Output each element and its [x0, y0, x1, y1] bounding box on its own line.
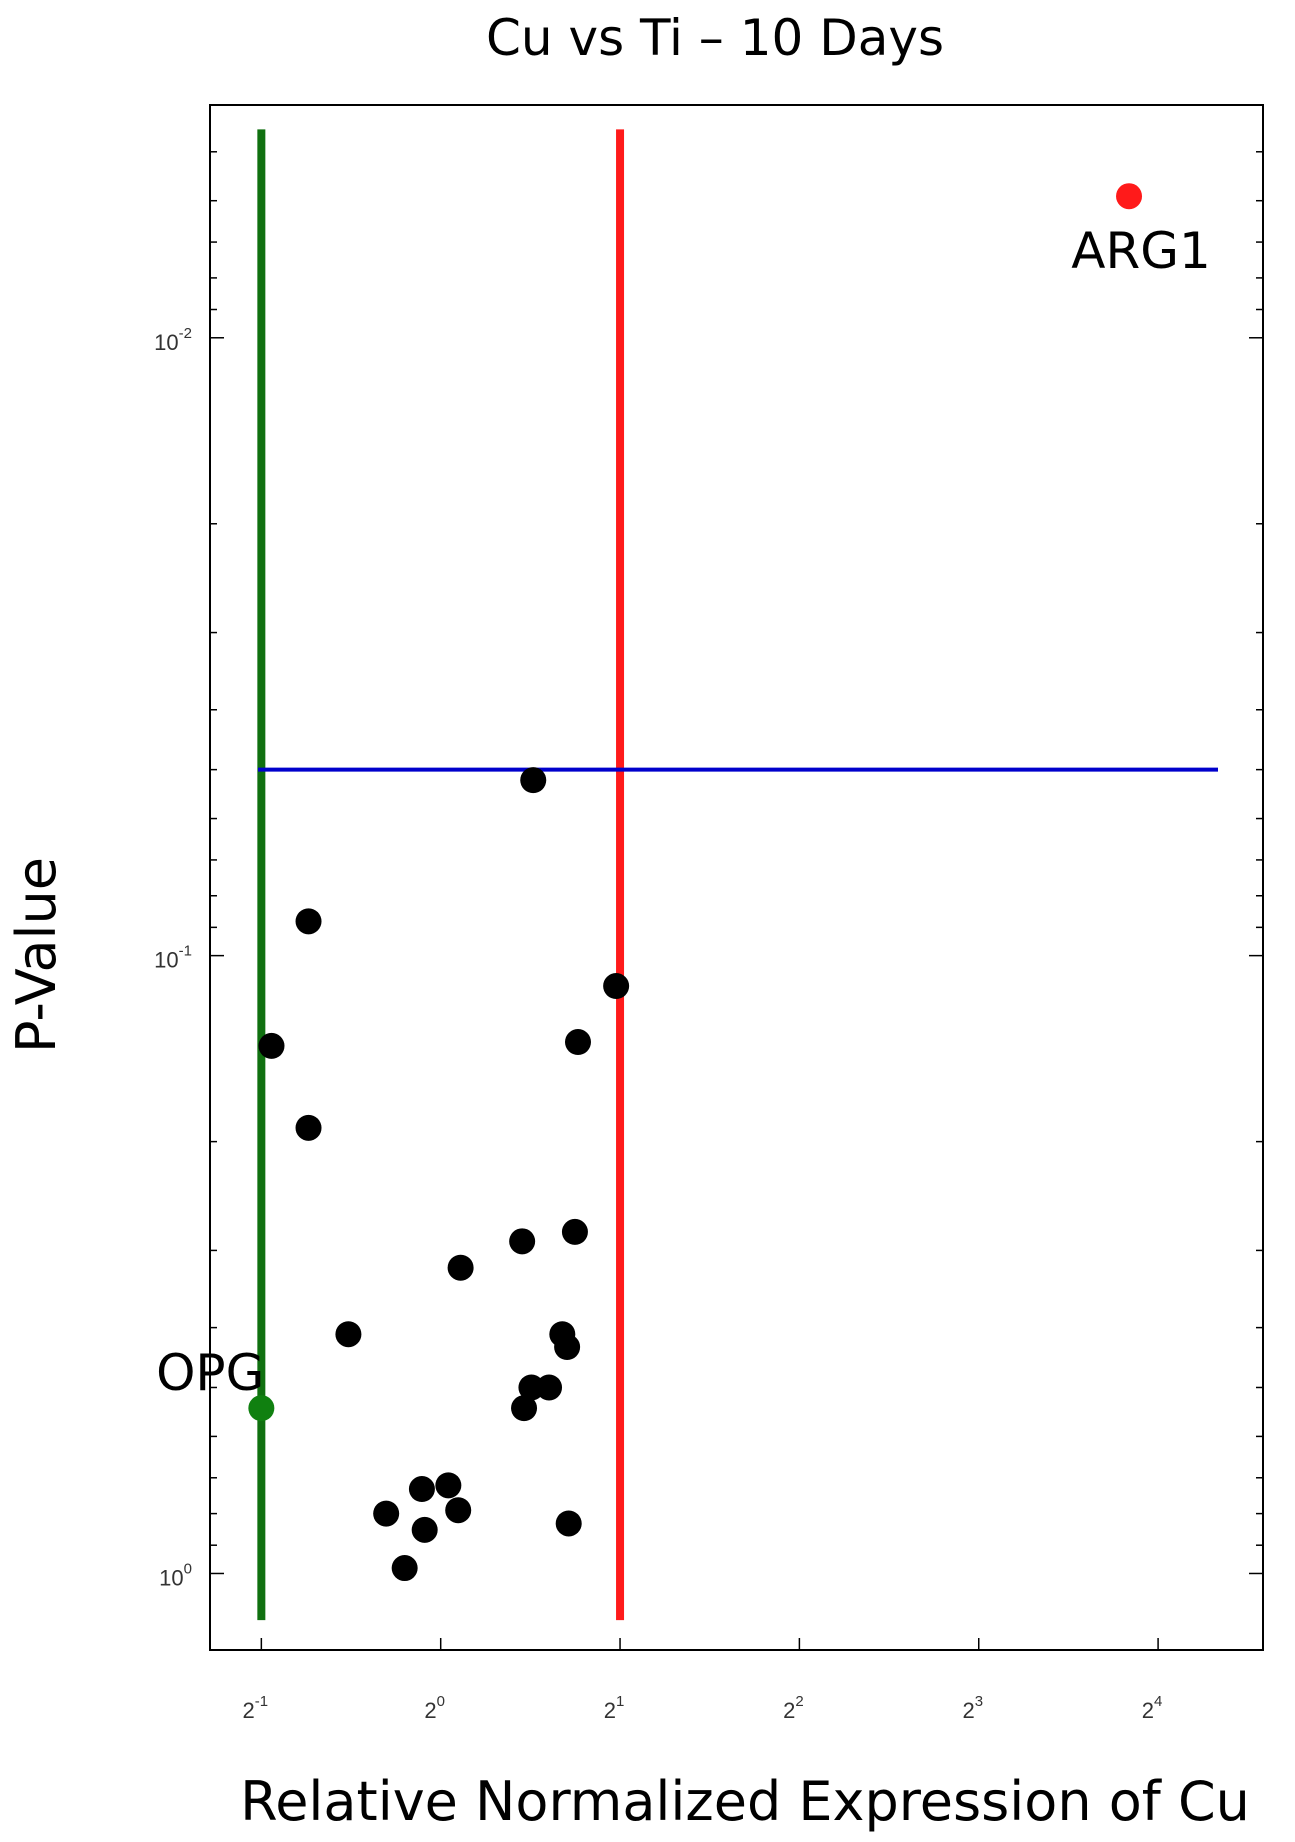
data-point [408, 1476, 435, 1503]
data-point [435, 1472, 462, 1499]
data-point [561, 1218, 588, 1245]
point-label-opg: OPG [156, 1344, 264, 1402]
y-tick-label: 100 [159, 1560, 192, 1590]
y-axis-label: P-Value [5, 857, 68, 1053]
x-tick-label: 22 [783, 1693, 804, 1723]
data-point [447, 1254, 474, 1281]
x-tick-label: 24 [1142, 1693, 1163, 1723]
x-tick-label: 21 [604, 1693, 625, 1723]
data-point [335, 1321, 362, 1348]
y-axis-ticks: 10-2 10-1 100 [154, 325, 192, 1591]
data-point [603, 973, 630, 1000]
data-point [411, 1516, 438, 1543]
data-point [445, 1497, 472, 1524]
data-point [554, 1334, 581, 1361]
data-point [295, 1114, 322, 1141]
data-point [373, 1500, 400, 1527]
data-point [536, 1374, 563, 1401]
data-point-opg [248, 1395, 275, 1422]
x-axis-ticks: 2-1 20 21 22 23 24 [243, 1693, 1163, 1723]
data-point [520, 767, 547, 794]
x-tick-label: 20 [424, 1693, 445, 1723]
data-point [391, 1555, 418, 1582]
threshold-lines [257, 129, 1218, 1621]
y-tick-label: 10-1 [154, 943, 192, 973]
minor-ticks [210, 151, 1263, 1650]
y-tick-label: 10-2 [154, 325, 192, 355]
data-point [509, 1228, 536, 1255]
data-points [248, 183, 1143, 1582]
data-point [564, 1029, 591, 1056]
data-point [511, 1395, 538, 1422]
point-labels: ARG1 OPG [156, 222, 1211, 1402]
data-point-arg1 [1116, 183, 1143, 210]
chart-title: Cu vs Ti – 10 Days [486, 9, 944, 67]
plot-frame [209, 104, 1264, 1651]
data-point [258, 1032, 285, 1059]
x-tick-label: 2-1 [243, 1693, 269, 1723]
x-axis-label: Relative Normalized Expression of Cu [240, 1770, 1250, 1833]
x-tick-label: 23 [962, 1693, 983, 1723]
point-label-arg1: ARG1 [1071, 222, 1211, 280]
data-point [295, 908, 322, 935]
data-point [555, 1510, 582, 1537]
